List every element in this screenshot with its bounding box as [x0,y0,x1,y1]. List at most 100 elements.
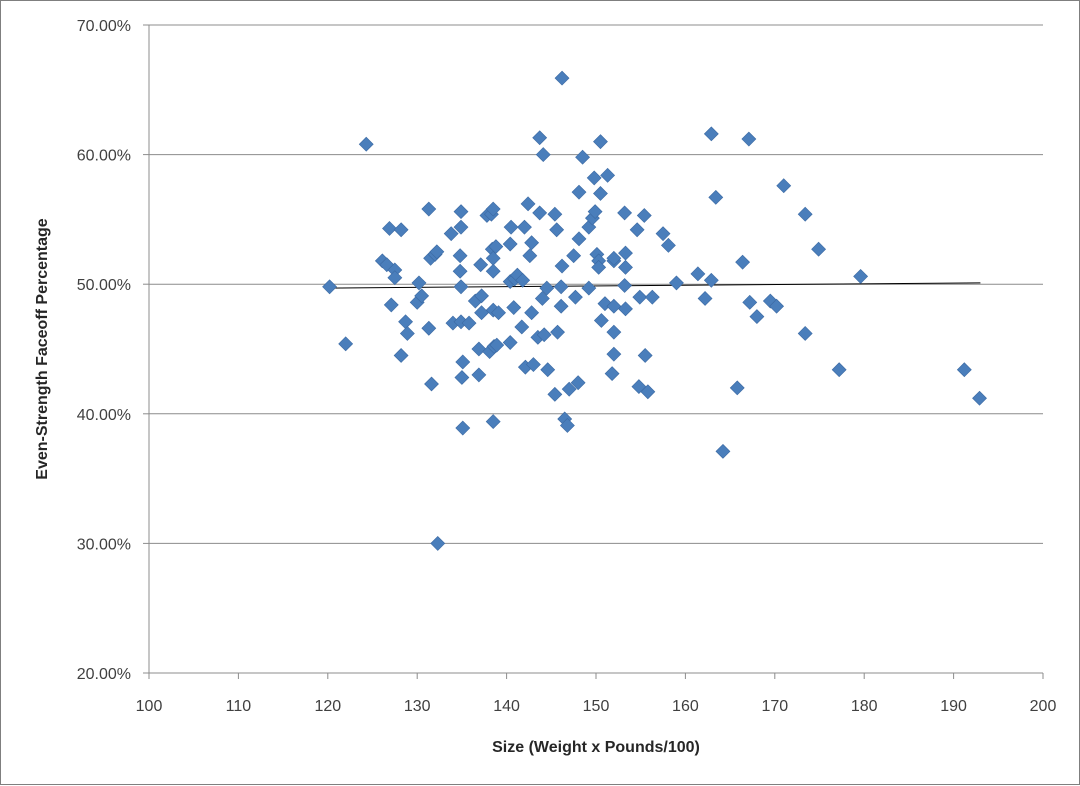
data-point [571,184,587,200]
data-point [514,319,530,335]
x-tick-label: 200 [1030,698,1057,715]
data-point [776,178,792,194]
data-point [454,370,470,385]
data-point [637,348,653,363]
data-point [452,263,468,279]
data-point [729,380,745,396]
data-point [547,386,563,402]
data-point [398,314,414,330]
data-point [539,280,555,296]
data-point [811,241,827,257]
data-point [443,226,459,242]
data-point [568,289,583,305]
data-point [831,362,847,378]
data-point [593,313,609,328]
data-point [660,237,676,253]
data-point [708,189,724,205]
data-point [485,201,501,217]
data-point [411,275,427,291]
data-point [506,300,522,315]
data-point [524,235,540,251]
data-point [690,266,706,282]
data-point [703,126,719,142]
y-tick-label: 50.00% [77,277,131,294]
data-point [586,170,602,186]
data-point [452,248,468,264]
data-point [534,291,550,306]
data-point [703,272,719,288]
data-point [421,320,437,336]
data-point [489,337,505,353]
axes [143,24,1044,679]
data-point [540,362,556,378]
x-axis-title: Size (Weight x Pounds/100) [492,739,700,756]
data-point [471,367,487,383]
data-point [715,443,731,459]
trendline [327,282,981,289]
data-point [488,239,504,255]
data-point [956,362,972,378]
x-tick-label: 130 [404,698,431,715]
y-tick-label: 20.00% [77,666,131,683]
data-point [553,279,569,295]
data-point [571,231,587,247]
data-point [553,298,569,314]
data-point [414,288,430,304]
data-point [655,226,671,242]
data-point [606,324,622,340]
data-point [399,326,415,341]
data-points [322,70,987,551]
data-point [632,289,648,305]
data-point [522,248,538,264]
data-point [503,219,519,235]
data-point [566,248,582,264]
data-point [421,201,437,217]
data-point [461,315,477,331]
data-point [581,280,597,296]
data-point [535,147,551,163]
data-point [429,244,445,260]
data-point [550,324,565,340]
data-point [697,291,713,306]
data-point [515,272,531,288]
data-point [575,149,591,165]
trendline-layer [327,282,981,289]
data-point [604,366,620,382]
data-point [749,309,765,325]
x-tick-label: 190 [940,698,967,715]
data-point [587,204,603,220]
data-point [644,289,660,305]
data-point [606,250,622,266]
data-point [453,279,469,295]
data-point [524,305,540,321]
data-point [570,375,586,391]
data-point [471,341,487,357]
data-point [536,327,552,343]
data-point [972,390,987,406]
data-point [532,205,548,221]
gridlines [149,24,1043,544]
data-point [600,167,616,183]
data-point [453,219,469,235]
data-point [455,354,471,370]
data-point [473,257,489,273]
data-point [618,259,633,275]
x-tick-label: 180 [851,698,878,715]
data-point [485,263,501,279]
x-tick-label: 140 [493,698,520,715]
x-tick-label: 110 [226,698,252,715]
data-point [485,414,501,430]
data-point [532,130,548,146]
data-point [455,420,471,436]
x-tick-label: 160 [672,698,699,715]
data-point [561,381,577,397]
data-point [606,346,622,362]
y-tick-label: 70.00% [77,18,131,35]
data-point [797,206,813,222]
data-point [554,70,570,86]
data-point [383,297,399,313]
data-point [358,136,374,152]
data-point [618,301,633,317]
y-tick-label: 40.00% [77,407,131,424]
